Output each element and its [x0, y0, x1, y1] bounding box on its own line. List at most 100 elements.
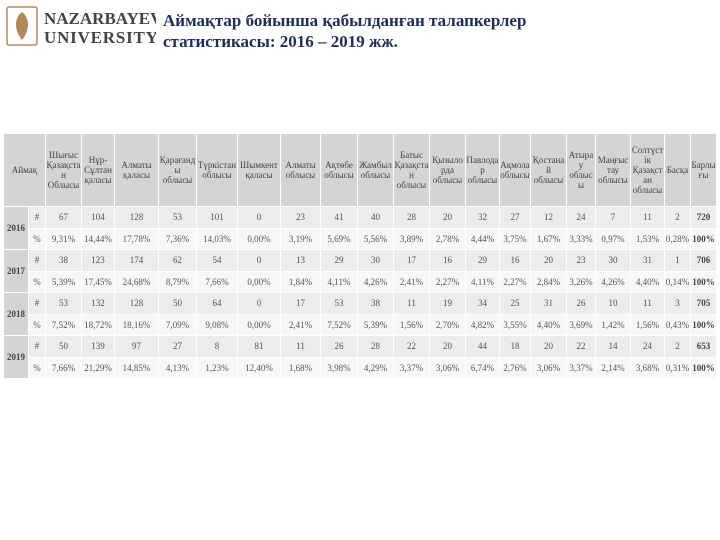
cell: 0,00%: [237, 313, 282, 336]
cell: 100%: [690, 270, 718, 293]
cell: 123: [81, 249, 116, 272]
cell: 100%: [690, 356, 718, 379]
title: Аймақтар бойынша қабылданған талапкерлер…: [163, 10, 703, 52]
cell: 14,44%: [81, 227, 116, 250]
cell: 0,00%: [237, 227, 282, 250]
cell: 8,79%: [158, 270, 198, 293]
cell: 30: [357, 249, 395, 272]
cell: 0,31%: [664, 356, 692, 379]
data-row: % 5,39% 17,45% 24,68% 8,79% 7,66% 0,00% 1,84% 4,…: [4, 270, 718, 293]
year-cell: 2018: [3, 292, 29, 336]
data-row: % 9,31% 14,44% 17,78% 7,36% 14,03% 0,00% 3,19% 5…: [4, 227, 718, 250]
cell: 24: [630, 335, 666, 358]
cell: 20: [429, 335, 467, 358]
cell: 7,66%: [45, 356, 83, 379]
data-row: % 7,52% 18,72% 18,16% 7,09% 9,08% 0,00% 2,41% 7,…: [4, 313, 718, 336]
column-header: Павлодар облысы: [465, 133, 501, 207]
cell: 3,19%: [280, 227, 322, 250]
cell: 3,06%: [530, 356, 568, 379]
cell: 6,74%: [465, 356, 501, 379]
cell: 104: [81, 206, 116, 229]
table: Аймақ Шығыс Қазақстан Облысы Нұр-Сұлтан қа…: [2, 133, 718, 379]
cell: 30: [595, 249, 632, 272]
cell: 53: [45, 292, 83, 315]
cell: 24,68%: [114, 270, 160, 293]
cell: 4,11%: [465, 270, 501, 293]
cell: 1,67%: [530, 227, 568, 250]
cell: 3,75%: [499, 227, 532, 250]
data-row: 2017 #38 123 174 62 54 0 13 29 30 17 16 29 16 20 23 30 31…: [3, 249, 718, 293]
cell: 2: [664, 206, 692, 229]
cell: 7: [595, 206, 632, 229]
cell: 22: [566, 335, 597, 358]
cell: 28: [357, 335, 395, 358]
cell: 4,82%: [465, 313, 501, 336]
column-header: Жамбыл облысы: [357, 133, 395, 207]
cell: 4,40%: [530, 313, 568, 336]
cell: 0,14%: [664, 270, 692, 293]
cell: 20: [530, 249, 568, 272]
cell: 32: [465, 206, 501, 229]
cell: 18,72%: [81, 313, 116, 336]
cell: 0: [237, 206, 282, 229]
cell: 3,69%: [566, 313, 597, 336]
column-header: Шығыс Қазақстан Облысы: [45, 133, 83, 207]
cell: 3,37%: [566, 356, 597, 379]
cell: 4,44%: [465, 227, 501, 250]
cell: 50: [158, 292, 198, 315]
cell: 3,06%: [429, 356, 467, 379]
cell: 1,23%: [196, 356, 239, 379]
cell: 14,03%: [196, 227, 239, 250]
cell: 26: [566, 292, 597, 315]
cell: 22: [393, 335, 431, 358]
column-header: Ақмола облысы: [499, 133, 532, 207]
cell: 13: [280, 249, 322, 272]
cell: 720: [690, 206, 718, 229]
cell: 128: [114, 292, 160, 315]
cell: 11: [393, 292, 431, 315]
cell: 17,78%: [114, 227, 160, 250]
cell: 2,27%: [499, 270, 532, 293]
cell: 2,84%: [530, 270, 568, 293]
cell: 24: [566, 206, 597, 229]
cell: 2,27%: [429, 270, 467, 293]
cell: 62: [158, 249, 198, 272]
cell: 25: [499, 292, 532, 315]
cell: 9,31%: [45, 227, 83, 250]
year-cell: 2016: [3, 206, 29, 250]
cell: 3,33%: [566, 227, 597, 250]
column-header: Барлығы: [690, 133, 718, 207]
cell: 4,40%: [630, 270, 666, 293]
corner-header: Аймақ: [2, 133, 47, 207]
cell: 38: [45, 249, 83, 272]
cell: 1,42%: [595, 313, 632, 336]
cell: 67: [45, 206, 83, 229]
cell: 2,41%: [393, 270, 431, 293]
cell: 20: [429, 206, 467, 229]
cell: 23: [280, 206, 322, 229]
cell: 2,14%: [595, 356, 632, 379]
cell: 4,29%: [357, 356, 395, 379]
title-line: статистикасы: 2016 – 2019 жж.: [163, 32, 398, 51]
cell: 2,78%: [429, 227, 467, 250]
cell: 8: [196, 335, 239, 358]
cell: 23: [566, 249, 597, 272]
cell: 2,76%: [499, 356, 532, 379]
cell: 29: [320, 249, 359, 272]
cell: 5,69%: [320, 227, 359, 250]
row-label: %: [27, 313, 47, 336]
cell: 11: [630, 292, 666, 315]
cell: 4,13%: [158, 356, 198, 379]
row-label: %: [27, 356, 47, 379]
data-row: 2019 #50 139 97 27 8 81 11 26 28 22 20 44 18 20 22 14 24 2…: [3, 335, 718, 379]
cell: 174: [114, 249, 160, 272]
cell: 21,29%: [81, 356, 116, 379]
year-cell: 2019: [3, 335, 29, 379]
column-header: Ақтөбе облысы: [320, 133, 359, 207]
row-label: #: [27, 335, 47, 358]
data-row: % 7,66% 21,29% 14,85% 4,13% 1,23% 12,40% 1,68% 3…: [4, 356, 718, 379]
column-header: Түркістан облысы: [196, 133, 239, 207]
cell: 31: [630, 249, 666, 272]
cell: 53: [320, 292, 359, 315]
